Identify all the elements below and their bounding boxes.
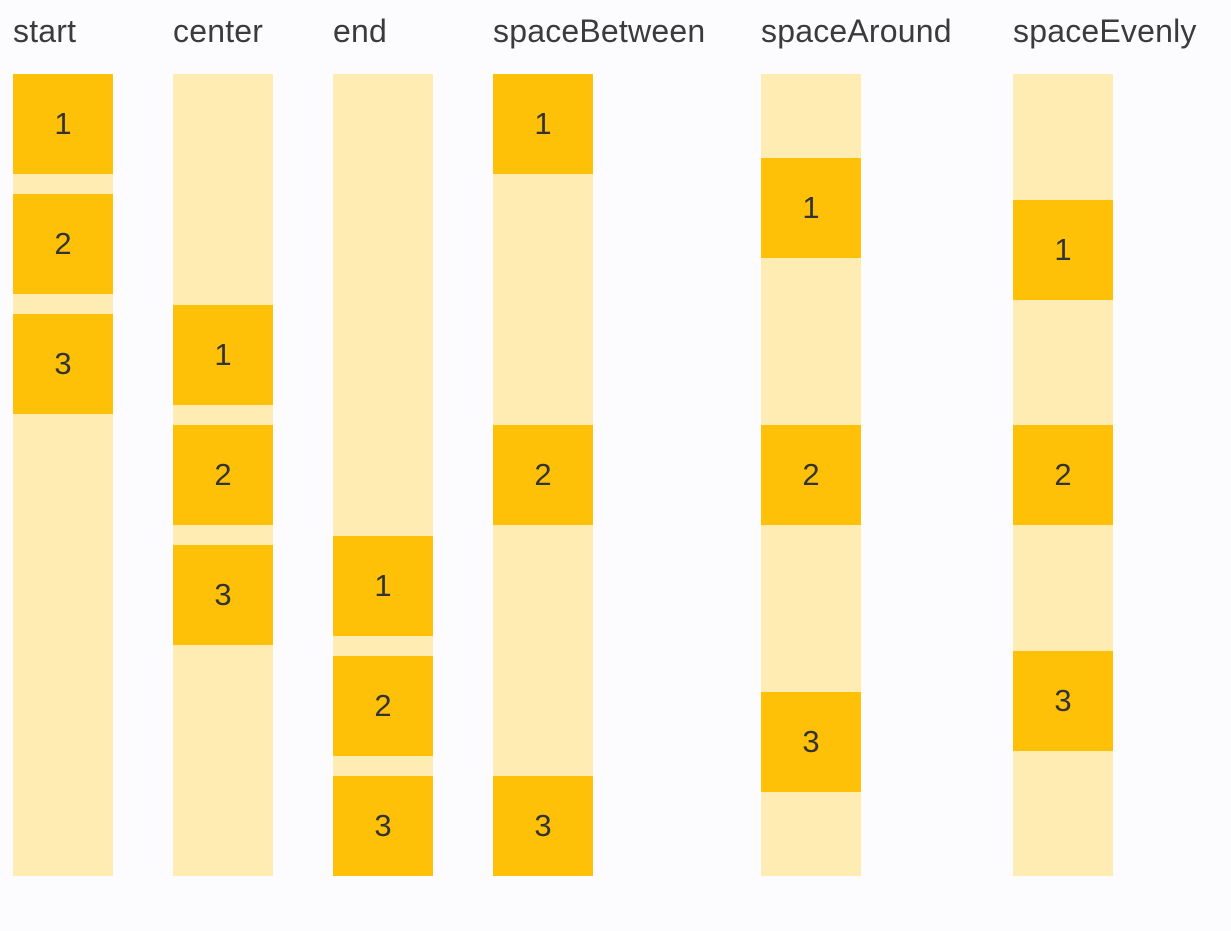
flex-item: 1 — [1013, 199, 1113, 300]
flex-track-spaceAround: 1 2 3 — [761, 74, 861, 876]
column-spaceAround: spaceAround 1 2 3 — [761, 12, 953, 876]
flex-track-center: 1 2 3 — [173, 74, 273, 876]
flex-item: 3 — [1013, 650, 1113, 751]
flex-track-start: 1 2 3 — [13, 74, 113, 876]
column-spaceEvenly: spaceEvenly 1 2 3 — [1013, 12, 1197, 876]
column-start: start 1 2 3 — [13, 12, 113, 876]
flex-track-spaceBetween: 1 2 3 — [493, 74, 593, 876]
column-spaceBetween: spaceBetween 1 2 3 — [493, 12, 706, 876]
column-end: end 1 2 3 — [333, 12, 433, 876]
flex-item: 1 — [493, 74, 593, 174]
flex-item: 2 — [333, 656, 433, 756]
column-label: spaceBetween — [493, 13, 706, 49]
flex-item: 3 — [173, 545, 273, 645]
flex-item: 3 — [493, 776, 593, 876]
column-label: end — [333, 13, 387, 49]
flex-item: 2 — [1013, 425, 1113, 525]
column-center: center 1 2 3 — [173, 12, 273, 876]
flex-item: 2 — [493, 425, 593, 525]
column-label: spaceEvenly — [1013, 13, 1197, 49]
column-label: start — [13, 13, 77, 49]
flex-item: 1 — [333, 536, 433, 636]
flex-item: 1 — [13, 74, 113, 174]
flex-item: 3 — [13, 314, 113, 414]
column-label: spaceAround — [761, 13, 952, 49]
flex-item: 2 — [761, 424, 861, 525]
flex-item: 3 — [761, 692, 861, 793]
flex-item: 2 — [13, 194, 113, 294]
flex-item: 2 — [173, 425, 273, 525]
flex-item: 3 — [333, 776, 433, 876]
flex-item: 1 — [173, 305, 273, 405]
flex-track-spaceEvenly: 1 2 3 — [1013, 74, 1113, 876]
flex-item: 1 — [761, 157, 861, 258]
flex-track-end: 1 2 3 — [333, 74, 433, 876]
column-label: center — [173, 13, 264, 49]
